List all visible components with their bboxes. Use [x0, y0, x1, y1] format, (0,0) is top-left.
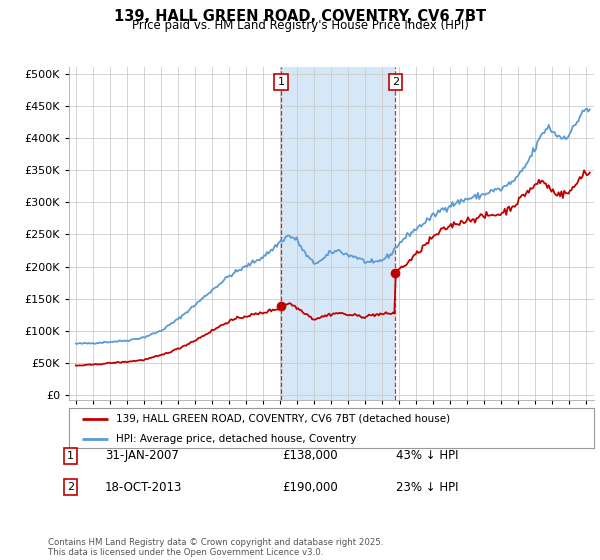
Bar [281, 67, 395, 400]
Text: 31-JAN-2007: 31-JAN-2007 [105, 449, 179, 463]
Text: 18-OCT-2013: 18-OCT-2013 [105, 480, 182, 494]
Text: Price paid vs. HM Land Registry's House Price Index (HPI): Price paid vs. HM Land Registry's House … [131, 19, 469, 32]
Text: £138,000: £138,000 [282, 449, 338, 463]
Text: 139, HALL GREEN ROAD, COVENTRY, CV6 7BT: 139, HALL GREEN ROAD, COVENTRY, CV6 7BT [114, 9, 486, 24]
Text: 43% ↓ HPI: 43% ↓ HPI [396, 449, 458, 463]
Text: 139, HALL GREEN ROAD, COVENTRY, CV6 7BT (detached house): 139, HALL GREEN ROAD, COVENTRY, CV6 7BT … [116, 414, 451, 423]
Text: Contains HM Land Registry data © Crown copyright and database right 2025.
This d: Contains HM Land Registry data © Crown c… [48, 538, 383, 557]
Text: HPI: Average price, detached house, Coventry: HPI: Average price, detached house, Cove… [116, 434, 356, 444]
Text: 23% ↓ HPI: 23% ↓ HPI [396, 480, 458, 494]
Text: 2: 2 [392, 77, 399, 87]
Text: £190,000: £190,000 [282, 480, 338, 494]
Text: 1: 1 [278, 77, 284, 87]
Text: 1: 1 [67, 451, 74, 461]
Text: 2: 2 [67, 482, 74, 492]
